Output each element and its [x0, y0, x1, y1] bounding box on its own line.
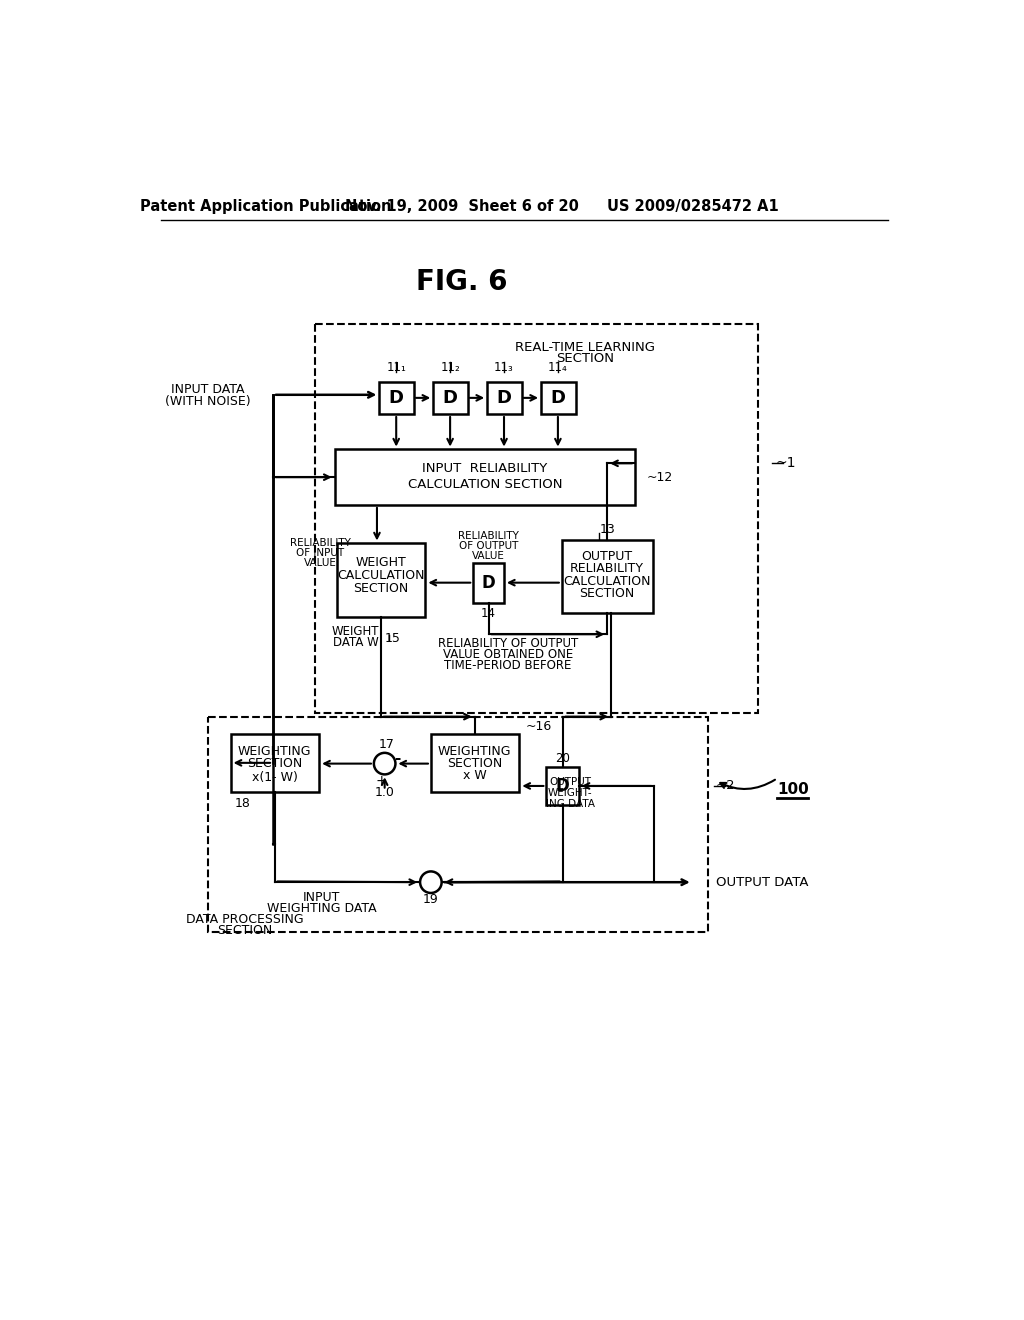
Text: D: D	[442, 389, 458, 407]
Text: OUTPUT: OUTPUT	[582, 550, 633, 564]
Text: WEIGHT-: WEIGHT-	[548, 788, 593, 797]
Text: SECTION: SECTION	[447, 758, 503, 770]
Text: ~1: ~1	[775, 455, 796, 470]
Text: DATA PROCESSING: DATA PROCESSING	[185, 912, 303, 925]
Text: VALUE: VALUE	[472, 550, 505, 561]
Text: x(1- W): x(1- W)	[252, 771, 298, 784]
Text: OF OUTPUT: OF OUTPUT	[459, 541, 518, 550]
Bar	[433, 381, 468, 414]
Bar	[487, 381, 521, 414]
Text: DATA W: DATA W	[333, 636, 378, 649]
Bar	[547, 767, 579, 805]
Text: WEIGHTING: WEIGHTING	[438, 744, 512, 758]
Text: ~12: ~12	[646, 471, 673, 483]
Text: 20: 20	[555, 752, 570, 766]
Text: D: D	[389, 389, 403, 407]
Text: 19: 19	[423, 892, 438, 906]
Text: -: -	[394, 751, 401, 766]
Text: D: D	[551, 389, 565, 407]
Text: SECTION: SECTION	[217, 924, 272, 937]
Bar	[315, 323, 758, 713]
Text: D: D	[497, 389, 512, 407]
Text: TIME-PERIOD BEFORE: TIME-PERIOD BEFORE	[444, 659, 571, 672]
Bar	[208, 717, 708, 932]
Text: +: +	[376, 774, 387, 788]
Text: (WITH NOISE): (WITH NOISE)	[165, 395, 251, 408]
Text: ~16: ~16	[525, 721, 552, 733]
Text: 11₁: 11₁	[386, 362, 407, 375]
Text: CALCULATION SECTION: CALCULATION SECTION	[408, 478, 562, 491]
Text: RELIABILITY: RELIABILITY	[570, 562, 644, 576]
Bar	[431, 734, 519, 792]
Bar	[335, 449, 635, 504]
Text: WEIGHTING: WEIGHTING	[238, 744, 311, 758]
Text: WEIGHT: WEIGHT	[332, 626, 379, 639]
Text: D: D	[481, 574, 496, 591]
Text: VALUE OBTAINED ONE: VALUE OBTAINED ONE	[442, 648, 573, 661]
Text: RELIABILITY OF OUTPUT: RELIABILITY OF OUTPUT	[437, 638, 578, 649]
Text: OUTPUT: OUTPUT	[549, 777, 591, 787]
Text: 11₃: 11₃	[495, 362, 514, 375]
Text: 17: 17	[379, 738, 395, 751]
Text: D: D	[556, 777, 569, 795]
Text: 1.0: 1.0	[375, 787, 394, 800]
Text: VALUE: VALUE	[303, 558, 337, 569]
Text: 11₂: 11₂	[440, 362, 460, 375]
Text: WEIGHTING DATA: WEIGHTING DATA	[266, 902, 377, 915]
Text: RELIABILITY: RELIABILITY	[458, 531, 519, 541]
Text: 14: 14	[481, 607, 496, 620]
Text: 11₄: 11₄	[548, 362, 567, 375]
Text: WEIGHT: WEIGHT	[355, 556, 407, 569]
Text: 18: 18	[234, 797, 251, 810]
Text: OF INPUT: OF INPUT	[296, 548, 344, 558]
Text: INPUT DATA: INPUT DATA	[171, 383, 245, 396]
Text: Patent Application Publication: Patent Application Publication	[139, 198, 391, 214]
Bar	[379, 381, 414, 414]
Text: CALCULATION: CALCULATION	[337, 569, 425, 582]
Bar	[473, 562, 504, 603]
Text: SECTION: SECTION	[353, 582, 409, 595]
Text: REAL-TIME LEARNING: REAL-TIME LEARNING	[515, 341, 655, 354]
Bar	[541, 381, 575, 414]
Text: CALCULATION: CALCULATION	[563, 574, 651, 587]
Text: 13: 13	[599, 523, 615, 536]
Bar	[230, 734, 319, 792]
Circle shape	[374, 752, 395, 775]
Text: FIG. 6: FIG. 6	[416, 268, 508, 296]
Text: ING DATA: ING DATA	[546, 799, 595, 809]
Text: INPUT: INPUT	[303, 891, 340, 904]
Bar	[337, 544, 425, 616]
Text: Nov. 19, 2009  Sheet 6 of 20: Nov. 19, 2009 Sheet 6 of 20	[345, 198, 579, 214]
Text: SECTION: SECTION	[556, 352, 613, 366]
Text: OUTPUT DATA: OUTPUT DATA	[716, 875, 808, 888]
Text: ~2: ~2	[716, 779, 735, 792]
Text: 100: 100	[777, 783, 809, 797]
Circle shape	[420, 871, 441, 892]
Text: 15: 15	[384, 631, 400, 644]
Text: x W: x W	[463, 770, 486, 783]
Text: US 2009/0285472 A1: US 2009/0285472 A1	[607, 198, 778, 214]
Text: SECTION: SECTION	[247, 758, 302, 770]
Text: RELIABILITY: RELIABILITY	[290, 539, 350, 548]
Text: INPUT  RELIABILITY: INPUT RELIABILITY	[422, 462, 548, 475]
Bar	[562, 540, 652, 612]
Text: SECTION: SECTION	[580, 587, 635, 601]
